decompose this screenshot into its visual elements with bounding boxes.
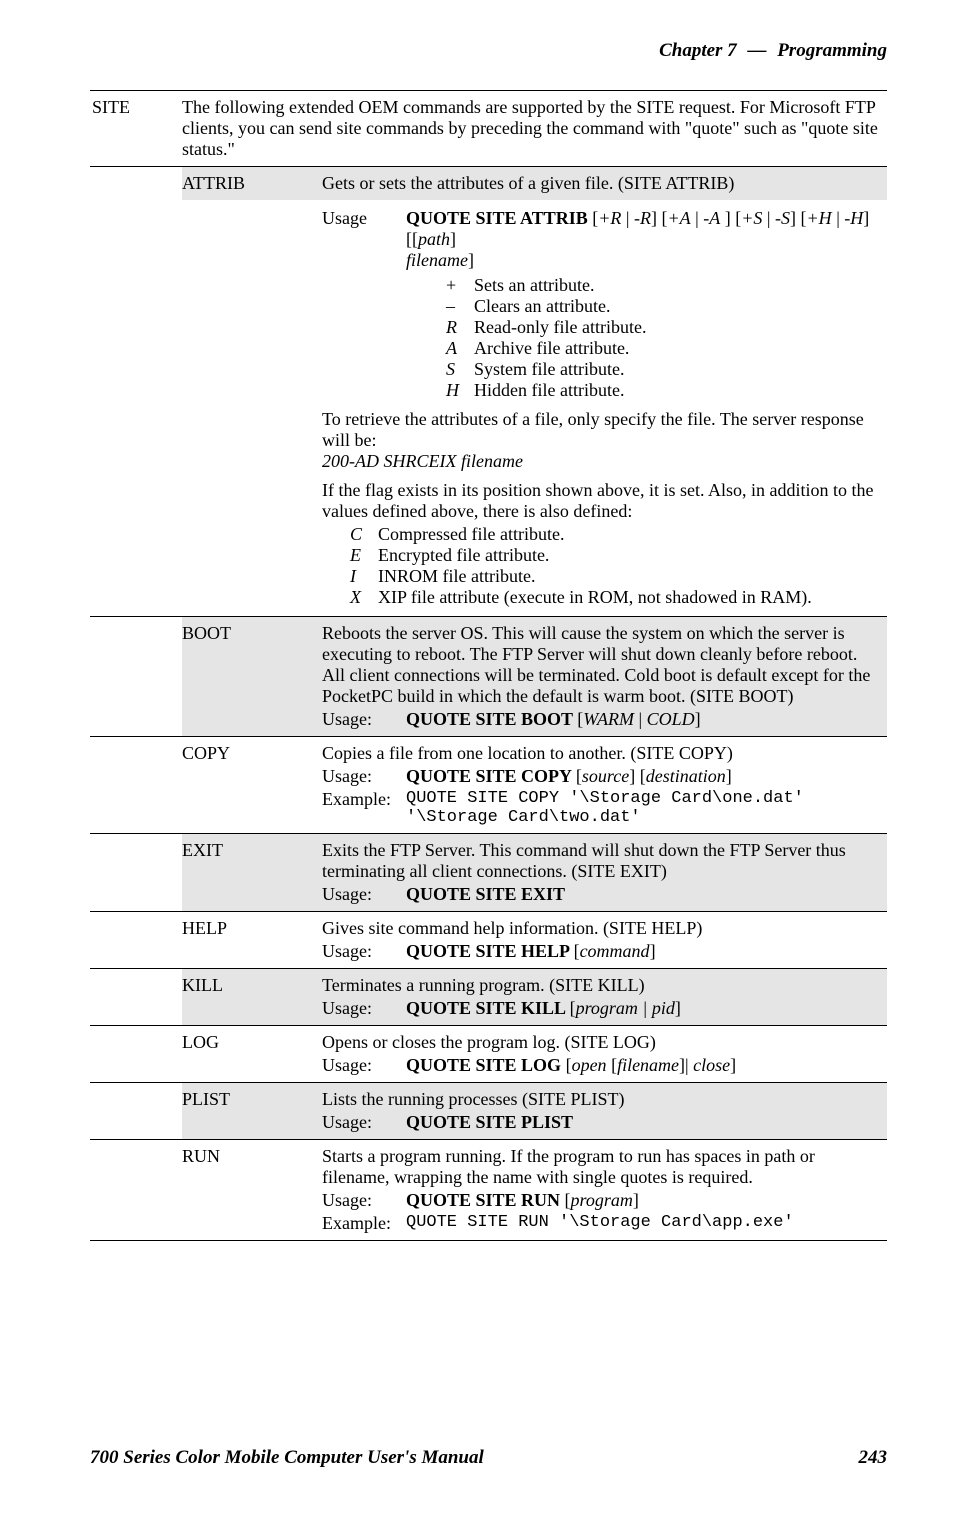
run-desc: Starts a program running. If the program… — [322, 1146, 883, 1188]
run-row: RUN Starts a program running. If the pro… — [90, 1139, 887, 1241]
run-example: QUOTE SITE RUN '\Storage Card\app.exe' — [406, 1213, 883, 1234]
site-row: SITE The following extended OEM commands… — [90, 90, 887, 166]
boot-usage-label: Usage: — [322, 709, 406, 730]
attrib-header-row: ATTRIB Gets or sets the attributes of a … — [90, 166, 887, 200]
attrib-desc: Gets or sets the attributes of a given f… — [322, 167, 887, 200]
attrib-flags: +Sets an attribute. –Clears an attribute… — [446, 275, 883, 401]
content: SITE The following extended OEM commands… — [90, 90, 887, 1447]
boot-usage: QUOTE SITE BOOT [WARM | COLD] — [406, 709, 883, 730]
attrib-body-row: Usage QUOTE SITE ATTRIB [+R | -R] [+A | … — [90, 200, 887, 616]
site-desc: The following extended OEM commands are … — [182, 91, 887, 166]
copy-desc: Copies a file from one location to anoth… — [322, 743, 883, 764]
kill-usage: QUOTE SITE KILL [program | pid] — [406, 998, 883, 1019]
exit-desc: Exits the FTP Server. This command will … — [322, 840, 883, 882]
run-usage-label: Usage: — [322, 1190, 406, 1211]
kill-label: KILL — [182, 969, 322, 1025]
copy-example-label: Example: — [322, 789, 406, 827]
footer-book: 700 Series Color Mobile Computer User's … — [90, 1447, 484, 1469]
footer-page: 243 — [859, 1447, 888, 1469]
help-row: HELP Gives site command help information… — [90, 911, 887, 968]
exit-usage: QUOTE SITE EXIT — [406, 884, 883, 905]
attrib-extra-flags: CCompressed file attribute. EEncrypted f… — [350, 524, 883, 608]
log-usage-label: Usage: — [322, 1055, 406, 1076]
exit-row: EXIT Exits the FTP Server. This command … — [90, 833, 887, 911]
attrib-usage: QUOTE SITE ATTRIB [+R | -R] [+A | -A ] [… — [406, 208, 883, 271]
help-desc: Gives site command help information. (SI… — [322, 918, 883, 939]
run-label: RUN — [182, 1140, 322, 1240]
copy-row: COPY Copies a file from one location to … — [90, 736, 887, 833]
site-label: SITE — [90, 91, 182, 166]
kill-row: KILL Terminates a running program. (SITE… — [90, 968, 887, 1025]
plist-label: PLIST — [182, 1083, 322, 1139]
header-sep: — — [741, 40, 772, 61]
help-usage-label: Usage: — [322, 941, 406, 962]
plist-usage-label: Usage: — [322, 1112, 406, 1133]
exit-label: EXIT — [182, 834, 322, 911]
kill-usage-label: Usage: — [322, 998, 406, 1019]
kill-desc: Terminates a running program. (SITE KILL… — [322, 975, 883, 996]
boot-desc: Reboots the server OS. This will cause t… — [322, 623, 883, 707]
boot-row: BOOT Reboots the server OS. This will ca… — [90, 616, 887, 736]
header-title: Programming — [777, 40, 887, 61]
copy-label: COPY — [182, 737, 322, 833]
help-usage: QUOTE SITE HELP [command] — [406, 941, 883, 962]
copy-example: QUOTE SITE COPY '\Storage Card\one.dat' … — [406, 789, 883, 827]
page-footer: 700 Series Color Mobile Computer User's … — [90, 1447, 887, 1469]
run-usage: QUOTE SITE RUN [program] — [406, 1190, 883, 1211]
plist-row: PLIST Lists the running processes (SITE … — [90, 1082, 887, 1139]
log-row: LOG Opens or closes the program log. (SI… — [90, 1025, 887, 1082]
log-usage: QUOTE SITE LOG [open [filename]| close] — [406, 1055, 883, 1076]
run-example-label: Example: — [322, 1213, 406, 1234]
boot-label: BOOT — [182, 617, 322, 736]
exit-usage-label: Usage: — [322, 884, 406, 905]
chapter-label: Chapter 7 — [659, 40, 737, 61]
attrib-ifflag: If the flag exists in its position shown… — [322, 480, 883, 522]
copy-usage: QUOTE SITE COPY [source] [destination] — [406, 766, 883, 787]
page-header: Chapter 7 — Programming — [90, 40, 887, 62]
attrib-label: ATTRIB — [182, 167, 322, 200]
plist-usage: QUOTE SITE PLIST — [406, 1112, 883, 1133]
copy-usage-label: Usage: — [322, 766, 406, 787]
help-label: HELP — [182, 912, 322, 968]
attrib-usage-label: Usage — [322, 208, 406, 271]
log-desc: Opens or closes the program log. (SITE L… — [322, 1032, 883, 1053]
plist-desc: Lists the running processes (SITE PLIST) — [322, 1089, 883, 1110]
log-label: LOG — [182, 1026, 322, 1082]
attrib-retrieve: To retrieve the attributes of a file, on… — [322, 409, 883, 472]
